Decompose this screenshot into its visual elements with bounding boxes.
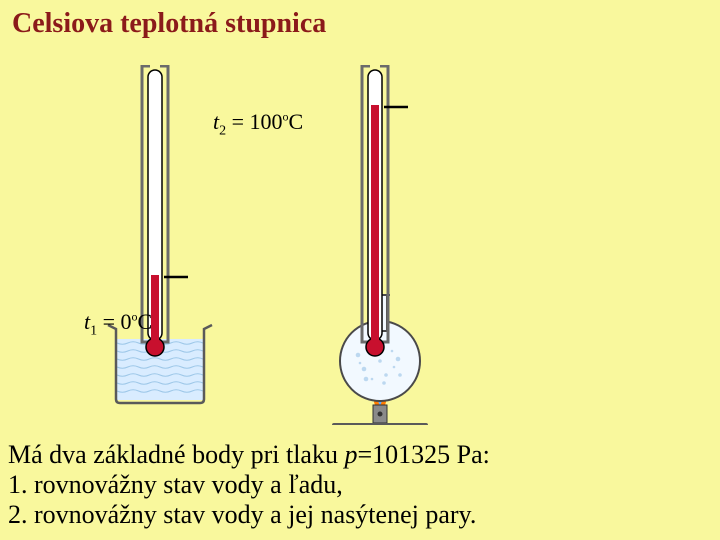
formula-t1: t1 = 0oC (84, 309, 152, 339)
burner-valve (378, 412, 383, 417)
flask-bubble (384, 373, 388, 377)
flask-bubble (364, 377, 369, 382)
formula-t2: t2 = 100oC (213, 109, 303, 139)
mercury-right (371, 105, 379, 342)
diagram-area: t1 = 0oC t2 = 100oC (0, 65, 720, 425)
body-text: Má dva základné body pri tlaku p=101325 … (8, 440, 490, 530)
flask-bubble (378, 359, 382, 363)
diagram-svg (0, 65, 720, 425)
flask-bubble (356, 353, 361, 358)
flask-bubble (393, 366, 396, 369)
flask-bubble (382, 381, 386, 385)
flask-bubble (391, 350, 394, 353)
page-title: Celsiova teplotná stupnica (12, 8, 326, 40)
flask-bubble (396, 357, 401, 362)
flask-bubble (359, 362, 362, 365)
flask-bubble (398, 373, 402, 377)
flask-bubble (362, 367, 367, 372)
burner-base (332, 423, 428, 425)
flask-bubble (371, 378, 374, 381)
